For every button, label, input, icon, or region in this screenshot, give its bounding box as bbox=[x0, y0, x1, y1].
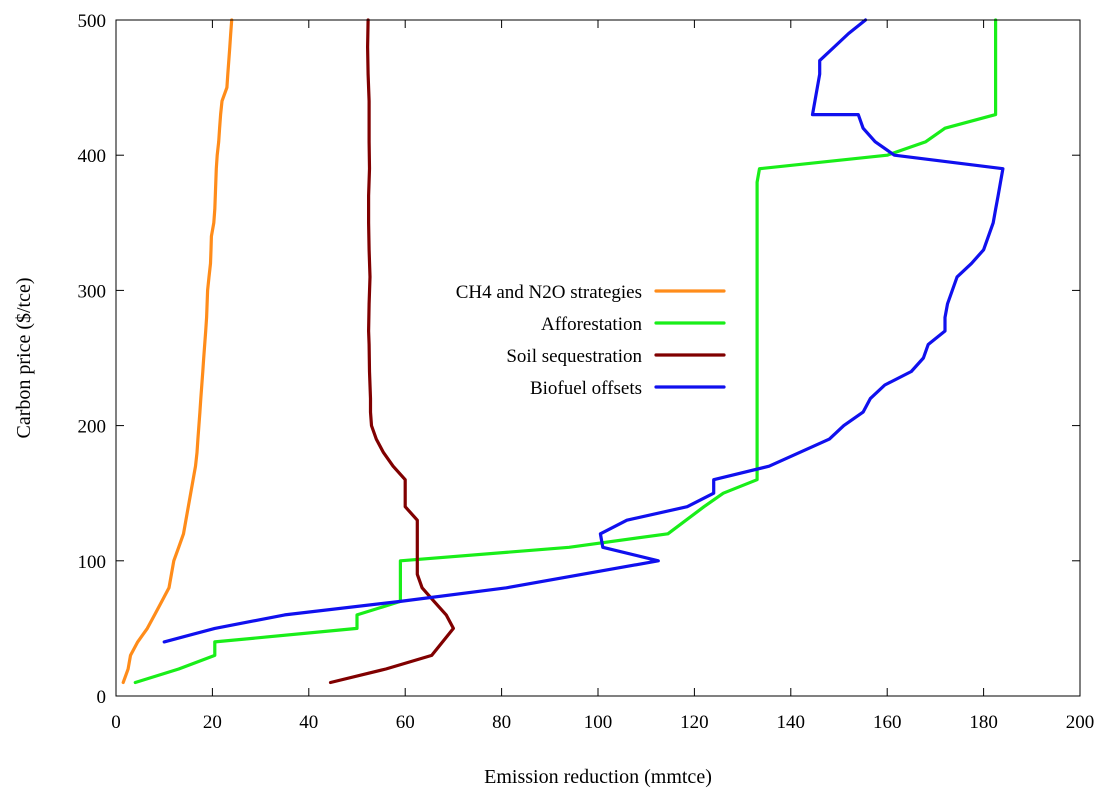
y-tick-label: 100 bbox=[78, 552, 107, 573]
x-tick-label: 100 bbox=[584, 712, 613, 733]
legend: CH4 and N2O strategies Afforestation Soil … bbox=[456, 282, 726, 399]
x-tick-label: 40 bbox=[299, 712, 318, 733]
x-tick-label: 0 bbox=[111, 712, 121, 733]
legend-label: Soil sequestration bbox=[506, 346, 642, 367]
x-axis-ticks: 0 20 40 60 80 100 120 140 160 180 200 bbox=[111, 20, 1094, 733]
y-tick-label: 300 bbox=[78, 281, 107, 302]
series-layer bbox=[121, 18, 1005, 685]
y-tick-label: 200 bbox=[78, 417, 107, 438]
x-tick-label: 80 bbox=[492, 712, 511, 733]
legend-label: Biofuel offsets bbox=[530, 378, 642, 399]
x-tick-label: 60 bbox=[396, 712, 415, 733]
x-tick-label: 20 bbox=[203, 712, 222, 733]
x-tick-label: 200 bbox=[1066, 712, 1095, 733]
series-line-ch4-and-n2o-strategies bbox=[121, 18, 234, 685]
y-axis-label: Carbon price ($/tce) bbox=[13, 277, 35, 438]
y-axis-ticks: 0 100 200 300 400 500 bbox=[78, 11, 1080, 708]
plot-frame bbox=[115, 19, 1081, 697]
x-tick-label: 140 bbox=[777, 712, 806, 733]
y-tick-label: 400 bbox=[78, 146, 107, 167]
series-line-soil-sequestration bbox=[328, 18, 455, 685]
legend-label: Afforestation bbox=[541, 314, 642, 335]
y-tick-label: 0 bbox=[97, 687, 107, 708]
x-tick-label: 160 bbox=[873, 712, 902, 733]
x-tick-label: 180 bbox=[969, 712, 998, 733]
x-tick-label: 120 bbox=[680, 712, 709, 733]
series-line-afforestation bbox=[133, 18, 998, 685]
legend-label: CH4 and N2O strategies bbox=[456, 282, 642, 303]
x-axis-label: Emission reduction (mmtce) bbox=[484, 766, 712, 788]
series-line-biofuel-offsets bbox=[162, 18, 1005, 644]
y-tick-label: 500 bbox=[78, 11, 107, 32]
